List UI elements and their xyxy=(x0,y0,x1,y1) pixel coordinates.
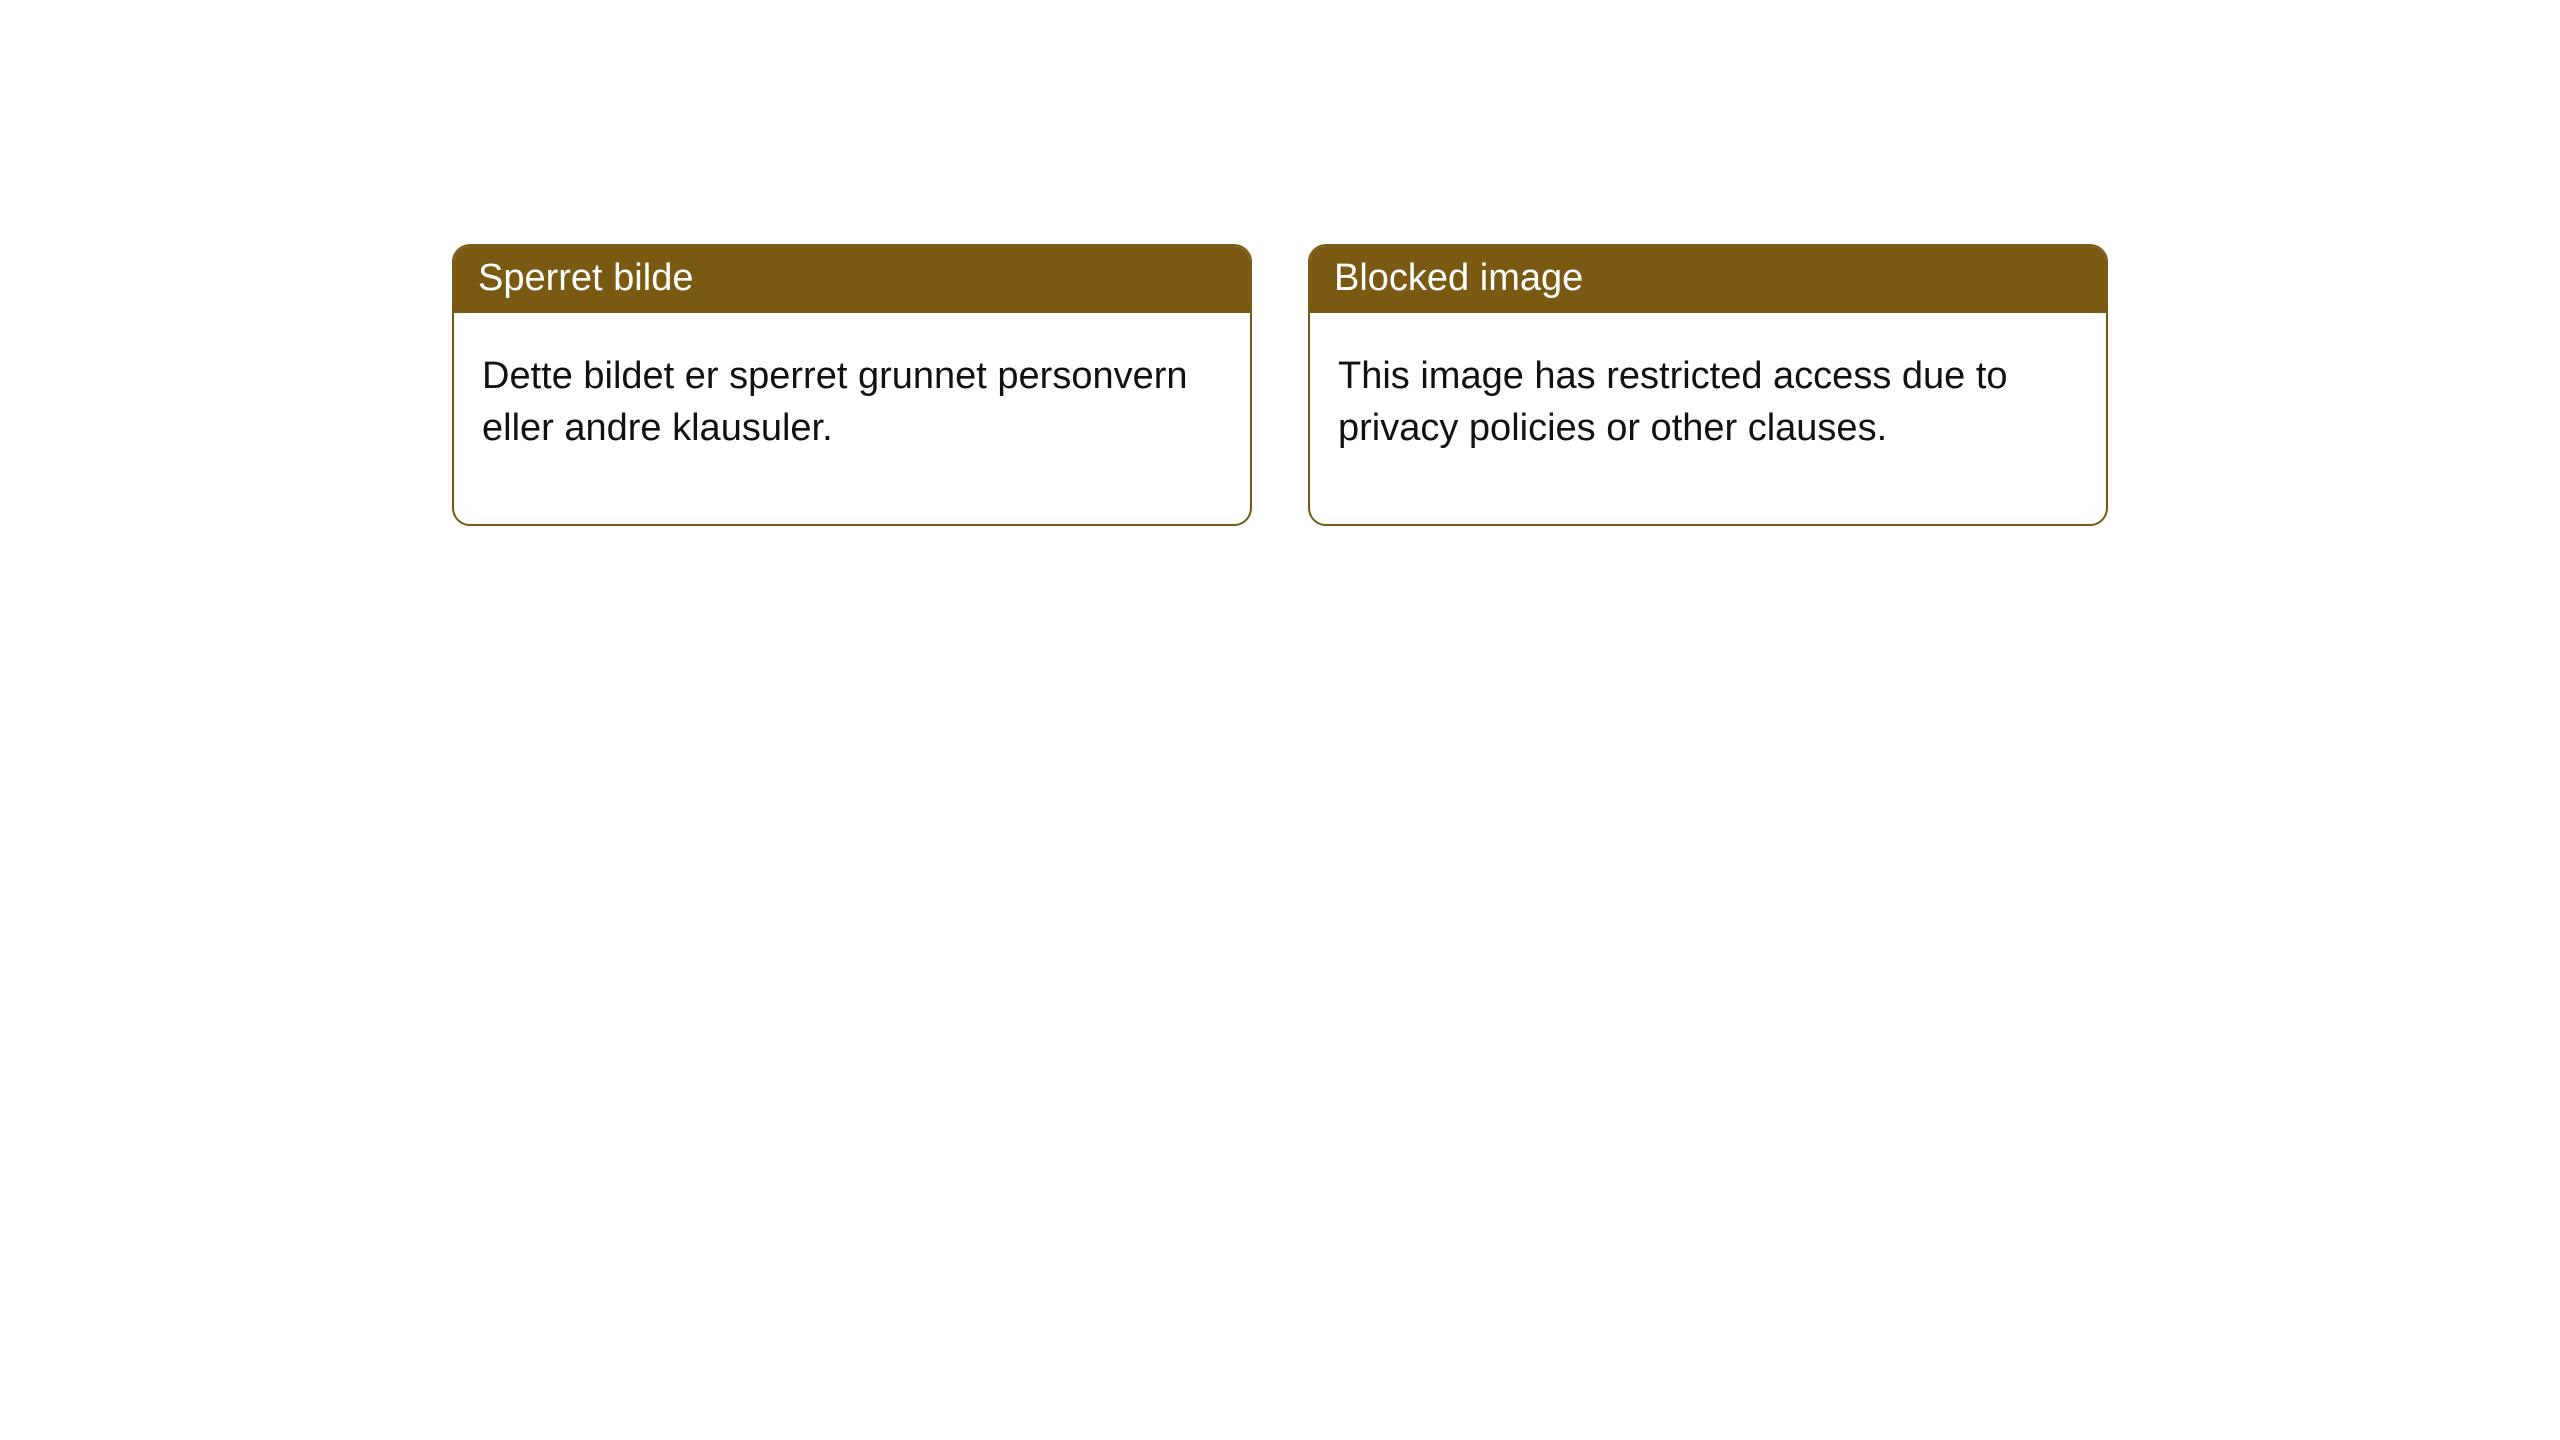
notice-body: This image has restricted access due to … xyxy=(1310,313,2106,524)
notice-card-norwegian: Sperret bilde Dette bildet er sperret gr… xyxy=(452,244,1252,526)
notice-body: Dette bildet er sperret grunnet personve… xyxy=(454,313,1250,524)
notice-container: Sperret bilde Dette bildet er sperret gr… xyxy=(0,0,2560,526)
notice-title: Sperret bilde xyxy=(454,246,1250,313)
notice-card-english: Blocked image This image has restricted … xyxy=(1308,244,2108,526)
notice-title: Blocked image xyxy=(1310,246,2106,313)
